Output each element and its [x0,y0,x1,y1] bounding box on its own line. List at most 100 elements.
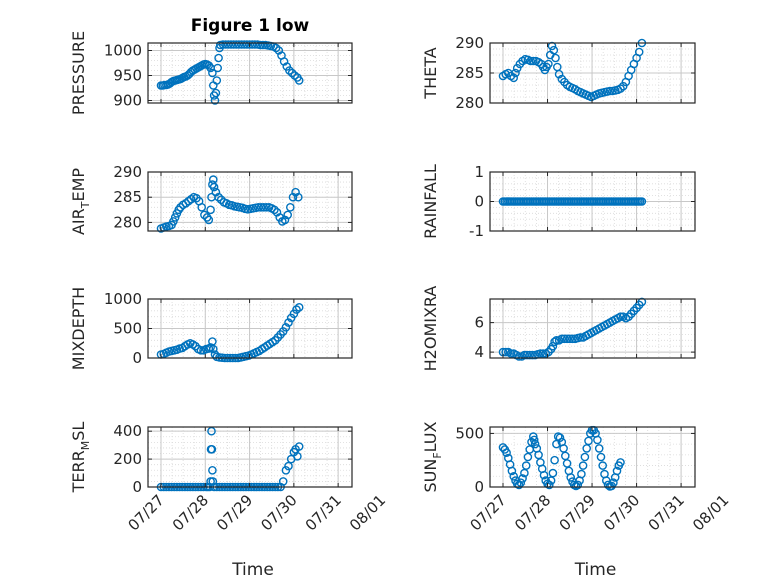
data-point [207,426,216,436]
subplot-pressure: 900 950 1000 PRESSURE [69,31,353,115]
data-point [221,40,230,49]
data-point [555,433,565,443]
data-point [197,202,206,212]
data-point [208,477,218,486]
x-axis-label: Time [574,560,617,580]
data-point [223,40,233,49]
data-point [208,465,217,475]
y-axis-label-main: SUN [421,459,440,493]
x-tick-label: 08/01 [346,491,389,534]
data-point [211,88,221,98]
data-point [278,477,288,486]
data-point [562,334,572,344]
y-axis-label-subscript: M [79,441,92,451]
data-point [176,202,185,212]
y-axis-label: THETA [421,47,440,99]
y-tick-label: 200 [113,450,142,468]
x-tick-label: 07/28 [511,491,554,534]
data-point [539,470,549,480]
data-point [545,480,554,490]
data-point [281,465,291,475]
data-point [170,213,180,222]
subplot-rainfall: -1 0 1 RAINFALL [421,163,696,240]
y-tick-label: 290 [455,34,484,52]
data-point [598,461,608,470]
x-tick-label: 08/01 [689,491,732,534]
data-point [204,215,214,225]
data-point [516,478,526,488]
subplot-air_temp: 280 285 290 AIRTEMP [69,163,353,235]
data-point [565,334,575,344]
y-axis-label-rest: SL [69,422,88,441]
data-point [208,68,217,78]
data-point [551,53,560,63]
data-point [204,344,214,353]
y-axis-label: TERRMSL [69,422,92,494]
data-point [509,73,519,83]
data-point [284,318,293,327]
data-point [285,202,295,212]
data-point [209,182,219,192]
data-point [577,469,586,479]
x-tick-label: 07/27 [125,491,168,534]
data-point [256,202,266,212]
data-point [616,84,625,93]
x-tick-label: 07/29 [213,491,256,534]
data-point [206,205,215,215]
data-point [242,40,252,49]
data-point [262,202,271,212]
x-tick-label: 07/27 [467,491,510,534]
data-point [213,63,222,73]
data-point [511,68,520,78]
y-axis-label-main: MIXDEPTH [69,287,88,370]
data-point [200,210,209,220]
y-tick-label: 400 [113,422,142,440]
y-axis-label-rest: LUX [421,421,440,452]
data-point [548,468,558,478]
y-tick-label: 500 [113,320,142,338]
y-tick-label: 4 [474,343,484,361]
data-point [289,309,299,319]
data-point [576,333,585,342]
y-tick-label: 1000 [104,290,142,308]
data-point [557,334,567,344]
y-axis-label-main: TERR [69,450,88,493]
y-axis-label-rest: EMP [69,168,88,202]
y-tick-label: 6 [474,314,484,332]
y-tick-label: 285 [455,64,484,82]
data-point [502,448,511,458]
data-point [247,40,257,49]
data-point [526,56,535,66]
y-tick-label: -1 [469,222,484,240]
data-point [637,297,647,307]
y-tick-label: 0 [132,478,142,496]
y-axis-label: H2OMIXRA [421,286,440,372]
data-point [292,305,301,314]
y-axis-label: AIRTEMP [69,168,92,235]
data-point [229,40,238,49]
data-point [259,202,269,212]
data-point [245,40,254,49]
y-axis-label-main: RAINFALL [421,164,440,239]
y-tick-label: 1 [474,163,484,181]
x-tick-label: 07/28 [169,491,212,534]
y-tick-label: 285 [113,188,142,206]
x-tick-label: 07/31 [645,491,688,534]
data-point [281,322,291,332]
y-axis-label-main: H2OMIXRA [421,286,440,372]
data-point [237,40,246,49]
data-point [212,76,222,85]
data-point [283,210,293,220]
subplot-h2omixra: 4 6 H2OMIXRA [421,286,696,372]
data-point [218,40,228,49]
data-point [594,444,604,453]
data-point [231,40,241,49]
y-axis-label: MIXDEPTH [69,287,88,370]
data-point [552,335,561,345]
data-point [285,66,294,75]
y-axis-label: PRESSURE [69,31,88,115]
y-axis-label-subscript: F [431,452,444,458]
x-tick-label: 07/30 [257,491,300,534]
data-point [294,76,304,85]
data-point [234,40,244,49]
